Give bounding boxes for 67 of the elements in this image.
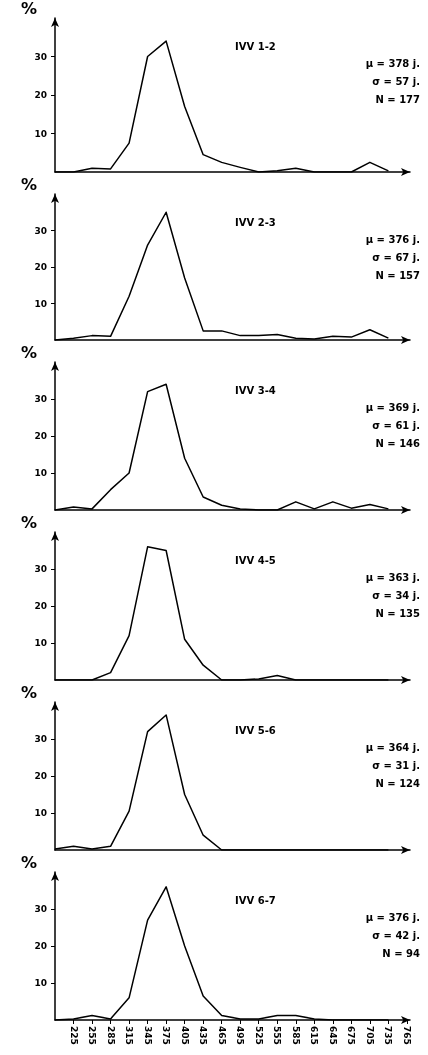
x-tick-label: 315 xyxy=(124,1026,135,1045)
annotation: μ = 363 j. xyxy=(365,571,421,583)
annotation: μ = 376 j. xyxy=(365,911,421,923)
y-axis-title: % xyxy=(20,174,37,194)
y-tick-label: 20 xyxy=(34,262,47,272)
annotation: σ = 42 j. xyxy=(372,929,421,941)
x-tick-label: 495 xyxy=(235,1026,246,1045)
x-tick-label: 525 xyxy=(253,1026,264,1045)
y-tick-label: 10 xyxy=(34,638,47,648)
text: IVV 6-7 xyxy=(235,894,276,906)
y-tick-label: 30 xyxy=(34,734,47,744)
annotation: μ = 378 j. xyxy=(365,57,421,69)
y-tick-label: 10 xyxy=(34,468,47,478)
annotation: σ = 34 j. xyxy=(372,589,421,601)
x-tick-label: 435 xyxy=(198,1026,209,1045)
text: IVV 5-6 xyxy=(235,724,276,736)
y-tick-label: 30 xyxy=(34,394,47,404)
annotation: μ = 364 j. xyxy=(365,741,421,753)
y-tick-label: 20 xyxy=(34,431,47,441)
annotation: N = 94 xyxy=(382,947,421,959)
x-tick-label: 375 xyxy=(161,1026,172,1045)
text: IVV 3-4 xyxy=(235,384,276,396)
x-tick-label: 225 xyxy=(68,1026,79,1045)
y-tick-label: 30 xyxy=(34,225,47,236)
y-tick-label: 20 xyxy=(34,941,47,951)
y-axis-title: % xyxy=(20,0,37,18)
text: IVV 1-2 xyxy=(235,40,276,52)
annotation: σ = 61 j. xyxy=(372,419,421,431)
text: IVV 2-3 xyxy=(235,216,276,228)
annotation: N = 135 xyxy=(375,607,421,619)
y-tick-label: 10 xyxy=(34,808,47,818)
y-tick-label: 10 xyxy=(34,298,47,309)
y-tick-label: 30 xyxy=(34,51,47,62)
annotation: N = 157 xyxy=(375,269,421,281)
y-tick-label: 30 xyxy=(34,904,47,914)
y-axis-title: % xyxy=(20,682,37,702)
y-axis-title: % xyxy=(20,512,37,532)
annotation: N = 124 xyxy=(375,777,421,789)
y-axis-title: % xyxy=(20,852,37,872)
x-tick-label: 555 xyxy=(272,1026,283,1045)
x-tick-label: 705 xyxy=(364,1026,375,1045)
x-tick-label: 345 xyxy=(142,1026,153,1045)
annotation: μ = 376 j. xyxy=(365,233,421,245)
annotation: σ = 57 j. xyxy=(372,75,421,87)
x-tick-label: 285 xyxy=(105,1026,116,1045)
x-tick-label: 405 xyxy=(179,1026,190,1045)
y-tick-label: 30 xyxy=(34,564,47,574)
x-tick-label: 735 xyxy=(383,1026,394,1045)
y-tick-label: 20 xyxy=(34,601,47,611)
x-tick-label: 255 xyxy=(87,1026,98,1045)
annotation: N = 146 xyxy=(375,437,421,449)
y-tick-label: 20 xyxy=(34,90,47,100)
x-tick-label: 465 xyxy=(216,1026,227,1045)
x-tick-label: 645 xyxy=(327,1026,338,1045)
x-tick-label: 585 xyxy=(290,1026,301,1045)
y-tick-label: 10 xyxy=(34,978,47,988)
annotation: σ = 67 j. xyxy=(372,251,421,263)
annotation: σ = 31 j. xyxy=(372,759,421,771)
y-axis-title: % xyxy=(20,342,37,362)
y-tick-label: 10 xyxy=(34,128,47,139)
y-tick-label: 20 xyxy=(34,771,47,781)
x-tick-label: 675 xyxy=(346,1026,357,1045)
x-tick-label: 765 xyxy=(401,1026,412,1045)
annotation: μ = 369 j. xyxy=(365,401,421,413)
x-tick-label: 615 xyxy=(309,1026,320,1045)
text: IVV 4-5 xyxy=(235,554,276,566)
annotation: N = 177 xyxy=(375,93,421,105)
